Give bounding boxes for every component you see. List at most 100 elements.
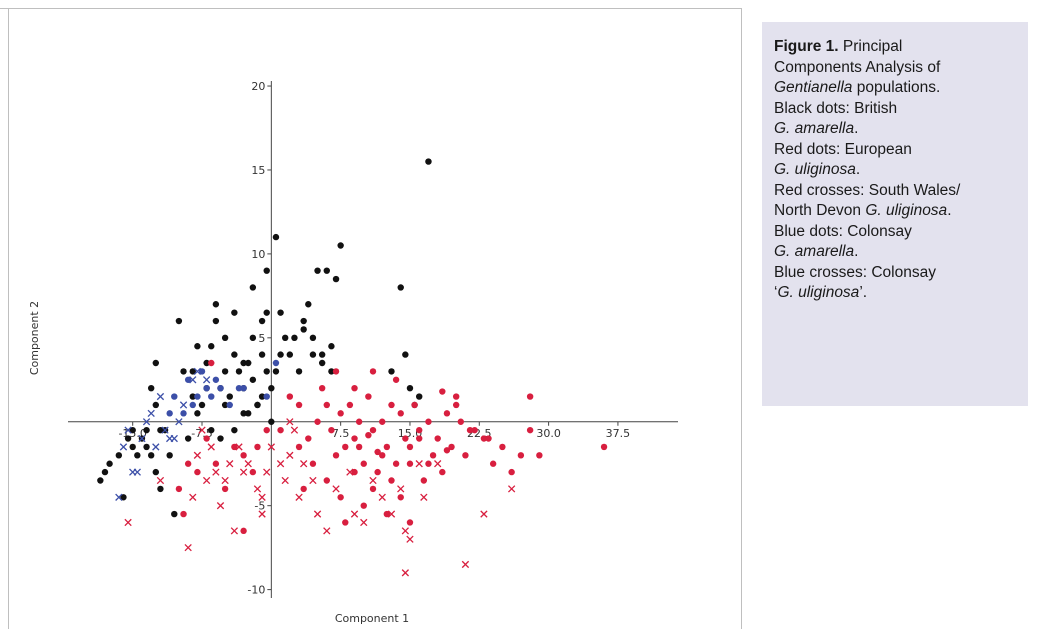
data-point-cross — [387, 510, 396, 518]
data-point-dot — [600, 443, 608, 451]
data-point-dot — [309, 334, 317, 342]
data-point-dot — [374, 468, 381, 476]
data-point-dot — [212, 460, 220, 467]
data-point-dot — [194, 468, 201, 476]
data-point-cross — [350, 510, 359, 518]
data-point-dot — [258, 351, 266, 358]
data-point-dot — [360, 502, 367, 509]
data-point-dot — [194, 410, 201, 417]
data-point-cross — [434, 460, 442, 468]
caption-line: Red dots: European — [774, 140, 912, 158]
data-point-dot — [203, 435, 210, 442]
data-point-cross — [369, 476, 377, 485]
data-point-cross — [360, 518, 368, 527]
caption-line: Blue crosses: Colonsay — [774, 263, 936, 281]
data-point-dot — [171, 393, 178, 400]
data-point-dot — [263, 368, 270, 375]
data-point-dot — [203, 384, 210, 392]
data-point-dot — [198, 401, 206, 409]
data-point-dot — [120, 494, 127, 501]
data-point-cross — [156, 476, 165, 485]
data-point-dot — [240, 410, 247, 417]
data-point-dot — [369, 485, 377, 493]
data-point-cross — [300, 460, 308, 468]
data-point-dot — [152, 468, 160, 476]
data-point-dot — [245, 359, 252, 367]
data-point-cross — [286, 451, 294, 459]
data-point-dot — [106, 460, 113, 467]
y-tick-label: 20 — [251, 80, 265, 93]
data-point-dot — [328, 426, 335, 434]
data-point-dot — [337, 494, 344, 501]
data-point-dot — [439, 468, 446, 476]
data-point-dot — [369, 426, 377, 434]
data-point-dot — [397, 494, 404, 501]
data-point-dot — [221, 368, 229, 375]
data-point-dot — [351, 384, 358, 392]
data-point-dot — [263, 426, 270, 434]
data-point-dot — [143, 426, 150, 434]
chart-frame — [8, 8, 742, 629]
data-point-cross — [142, 418, 151, 426]
page-top-rule — [0, 8, 742, 9]
data-point-dot — [337, 242, 344, 249]
data-point-dot — [258, 393, 266, 400]
data-points — [97, 158, 608, 577]
data-point-dot — [379, 418, 386, 425]
data-point-dot — [217, 384, 224, 392]
data-point-cross — [235, 443, 243, 451]
data-point-dot — [383, 510, 391, 518]
data-point-cross — [461, 560, 470, 569]
y-tick-label: 15 — [251, 164, 265, 177]
caption-line: Red crosses: South Wales/ — [774, 181, 961, 199]
data-point-dot — [291, 334, 298, 342]
data-point-dot — [318, 359, 326, 367]
data-point-dot — [152, 401, 160, 409]
data-point-dot — [268, 418, 275, 425]
caption-heading: Figure 1. — [774, 38, 839, 55]
data-point-cross — [133, 468, 141, 476]
data-point-dot — [355, 418, 363, 425]
data-point-dot — [277, 351, 284, 358]
caption-line: Figure 1. Principal — [774, 37, 1016, 58]
data-point-dot — [235, 384, 243, 392]
data-point-dot — [254, 401, 261, 409]
data-point-dot — [471, 426, 478, 434]
data-point-dot — [281, 334, 289, 342]
data-point-dot — [272, 359, 280, 367]
data-point-dot — [318, 351, 326, 358]
data-point-cross — [263, 468, 271, 476]
caption-text: North Devon — [774, 202, 866, 219]
data-point-dot — [526, 426, 534, 434]
data-point-cross — [401, 569, 410, 577]
data-point-dot — [240, 359, 247, 367]
data-point-cross — [507, 485, 516, 493]
data-point-cross — [216, 502, 225, 510]
data-point-dot — [166, 452, 173, 459]
data-point-dot — [392, 460, 400, 467]
data-point-dot — [217, 435, 224, 442]
caption-genus: Gentianella — [774, 79, 853, 96]
caption-species: G. amarella — [774, 243, 855, 260]
data-point-dot — [388, 401, 395, 409]
data-point-dot — [277, 309, 284, 316]
data-point-dot — [332, 452, 340, 459]
data-point-dot — [314, 418, 321, 425]
data-point-dot — [231, 351, 238, 358]
data-point-dot — [383, 443, 391, 451]
data-point-dot — [388, 477, 395, 484]
data-point-cross — [309, 476, 317, 485]
data-point-dot — [328, 368, 335, 375]
y-tick-label: -5 — [254, 500, 265, 513]
data-point-dot — [180, 510, 187, 518]
data-point-cross — [290, 426, 299, 434]
caption-line: Gentianella populations. — [774, 78, 1016, 99]
data-point-cross — [138, 434, 146, 443]
data-point-cross — [313, 510, 322, 518]
data-point-dot — [235, 368, 243, 375]
data-point-dot — [147, 384, 155, 392]
x-tick-label: 30.0 — [536, 427, 561, 440]
caption-line: Black dots: British — [774, 99, 898, 117]
data-point-dot — [434, 435, 441, 442]
data-point-dot — [369, 368, 377, 375]
